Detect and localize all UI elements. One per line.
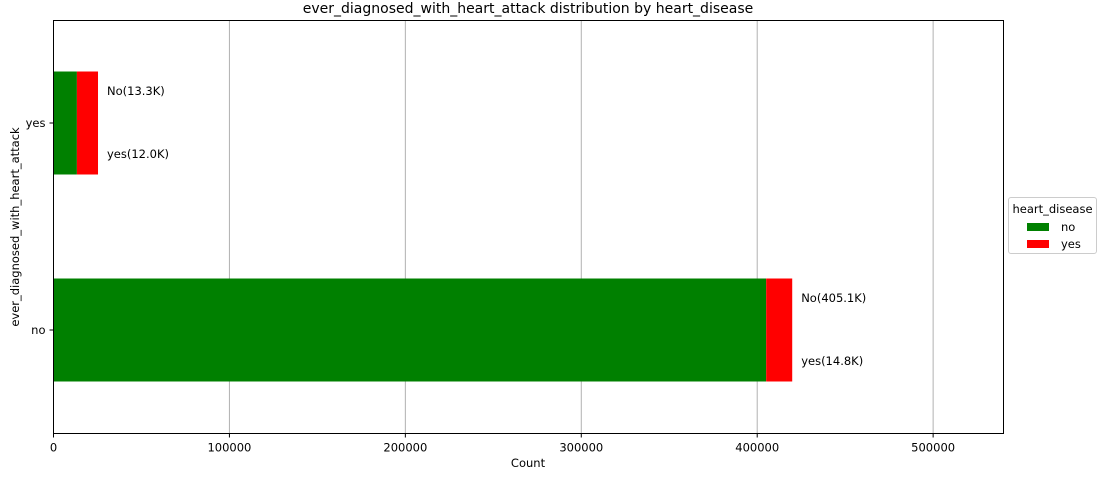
bar-label-lower-no: yes(14.8K) — [801, 354, 863, 368]
x-tick-label: 100000 — [207, 441, 251, 455]
x-tick-label: 300000 — [559, 441, 603, 455]
bar-label-upper-no: No(405.1K) — [801, 291, 866, 305]
bar-label-lower-yes: yes(12.0K) — [107, 147, 169, 161]
legend-swatch-no — [1027, 223, 1049, 231]
y-tick-label-yes: yes — [26, 116, 46, 130]
chart-title: ever_diagnosed_with_heart_attack distrib… — [303, 1, 753, 17]
legend-swatch-yes — [1027, 240, 1049, 248]
legend-title: heart_disease — [1012, 202, 1093, 216]
bar-yes-yes — [76, 71, 99, 175]
bar-yes-no — [53, 71, 77, 175]
y-tick-label-no: no — [31, 323, 45, 337]
y-axis-ticks: no yes — [26, 116, 54, 337]
x-axis-ticks: 0 100000 200000 300000 400000 500000 — [50, 433, 955, 455]
y-axis-label: ever_diagnosed_with_heart_attack — [8, 127, 22, 327]
plot-frame — [53, 20, 1004, 434]
x-axis-label: Count — [511, 456, 546, 470]
x-tick-label: 200000 — [383, 441, 427, 455]
legend-entry-no: no — [1027, 220, 1075, 234]
bar-no-no — [53, 278, 767, 382]
x-tick-label: 500000 — [911, 441, 955, 455]
bars — [53, 71, 793, 382]
legend-label-no: no — [1061, 220, 1076, 234]
bar-label-upper-yes: No(13.3K) — [107, 84, 165, 98]
legend-entry-yes: yes — [1027, 237, 1081, 251]
x-tick-label: 400000 — [735, 441, 779, 455]
x-tick-label: 0 — [50, 441, 57, 455]
bar-no-yes — [766, 278, 793, 382]
legend-label-yes: yes — [1061, 237, 1081, 251]
bar-annotations: No(405.1K) yes(14.8K) No(13.3K) yes(12.0K) — [107, 84, 866, 368]
legend: heart_disease no yes — [1008, 197, 1097, 254]
